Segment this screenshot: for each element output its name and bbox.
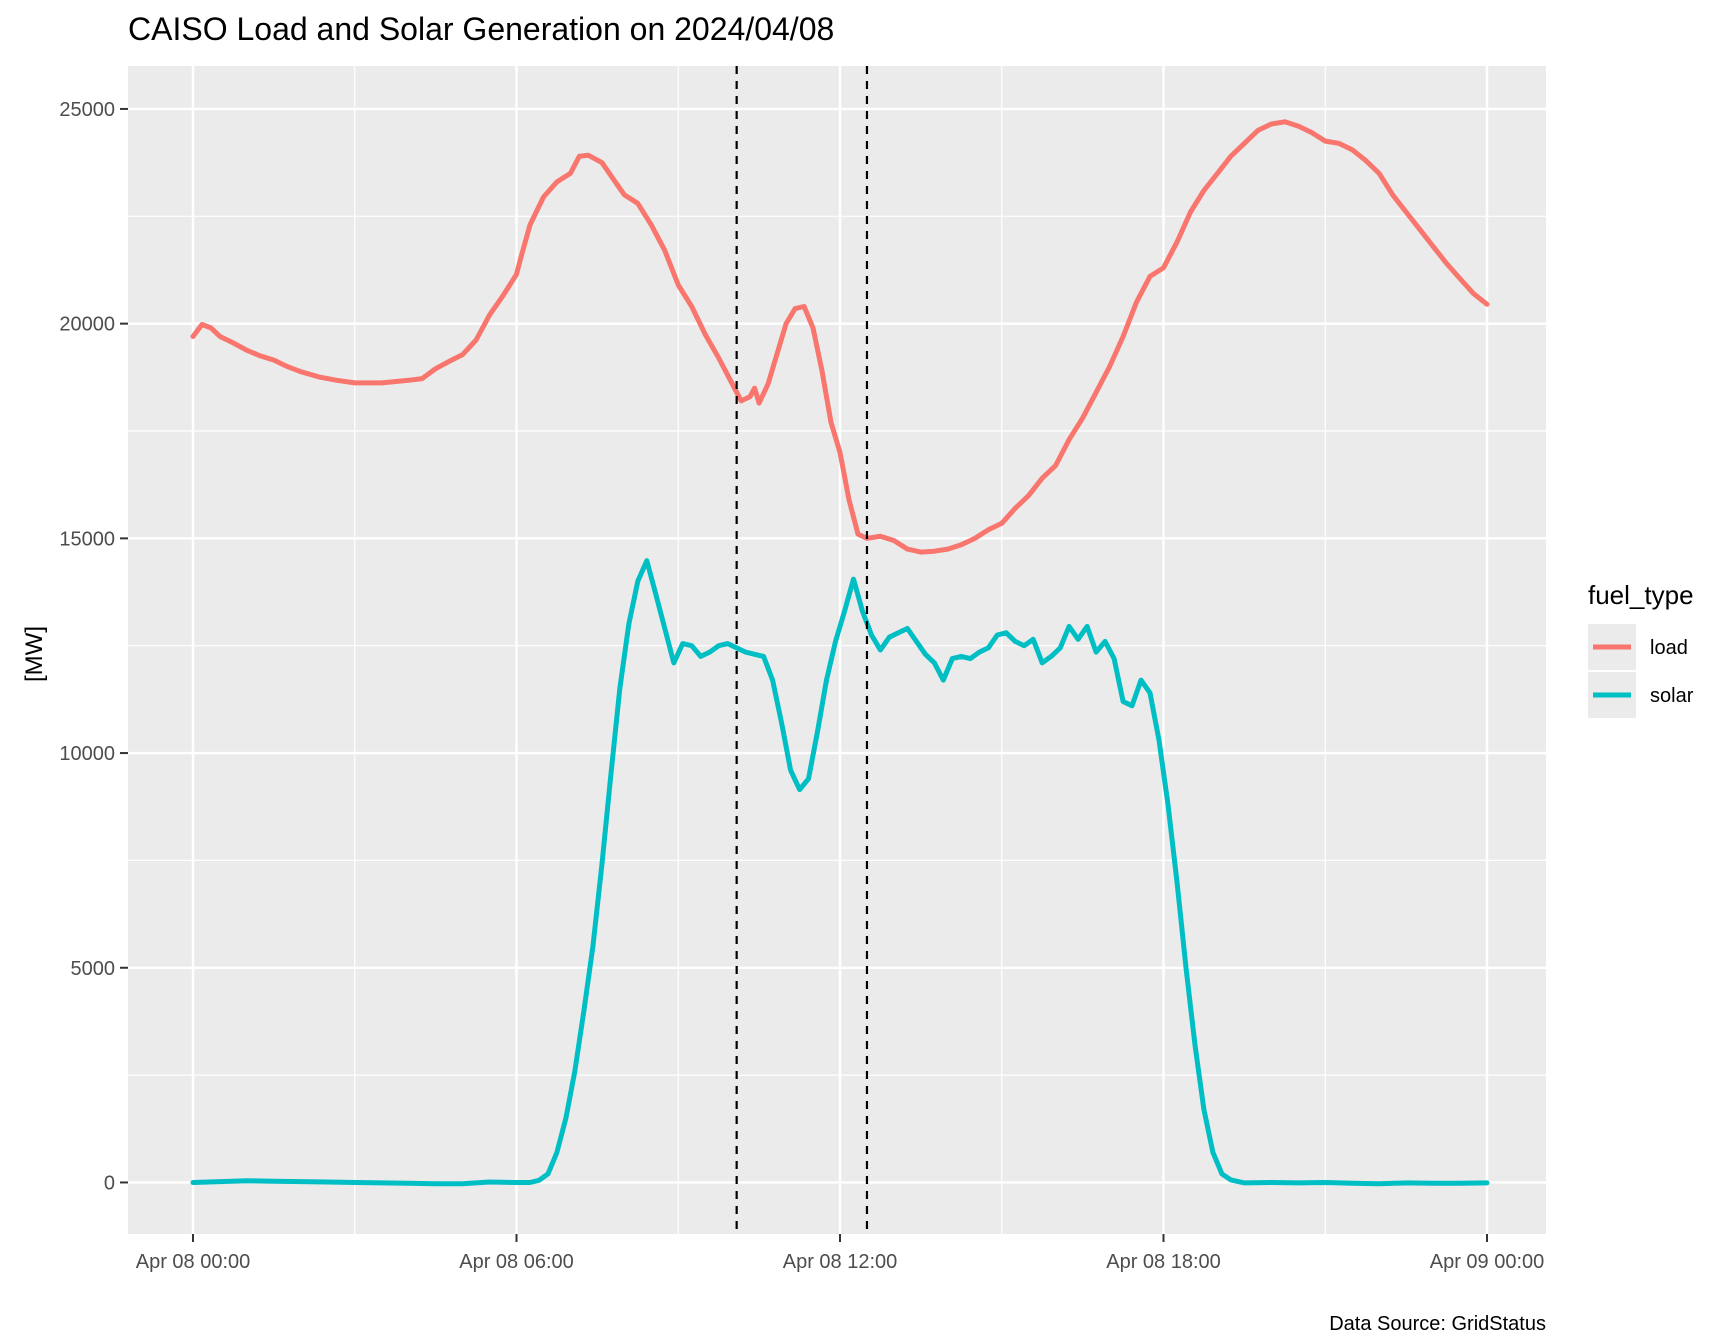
y-tick-label: 25000: [59, 99, 115, 121]
y-tick-label: 0: [104, 1172, 115, 1194]
series-line-load: [190, 119, 1490, 555]
x-tick-label: Apr 08 18:00: [1106, 1251, 1221, 1273]
x-tick-label: Apr 09 00:00: [1430, 1251, 1545, 1273]
panel-background: [128, 66, 1546, 1234]
x-tick-label: Apr 08 00:00: [136, 1251, 251, 1273]
x-tick-label: Apr 08 06:00: [459, 1251, 574, 1273]
legend-title: fuel_type: [1588, 580, 1694, 610]
legend: fuel_type load solar: [1588, 580, 1694, 718]
y-axis-title: [MW]: [21, 626, 48, 682]
y-tick-label: 15000: [59, 528, 115, 550]
y-tick-label: 5000: [71, 958, 116, 980]
x-axis: Apr 08 00:00 Apr 08 06:00 Apr 08 12:00 Apr …: [136, 1234, 1545, 1273]
x-tick-label: Apr 08 12:00: [783, 1251, 898, 1273]
caption: Data Source: GridStatus: [1329, 1313, 1546, 1335]
y-tick-label: 20000: [59, 314, 115, 336]
legend-label-solar: solar: [1650, 685, 1694, 707]
y-tick-label: 10000: [59, 743, 115, 765]
legend-label-load: load: [1650, 637, 1688, 659]
plot-panel: [128, 66, 1546, 1234]
chart-title: CAISO Load and Solar Generation on 2024/…: [128, 11, 834, 47]
y-axis: 0 5000 10000 15000 20000 25000: [59, 99, 128, 1194]
